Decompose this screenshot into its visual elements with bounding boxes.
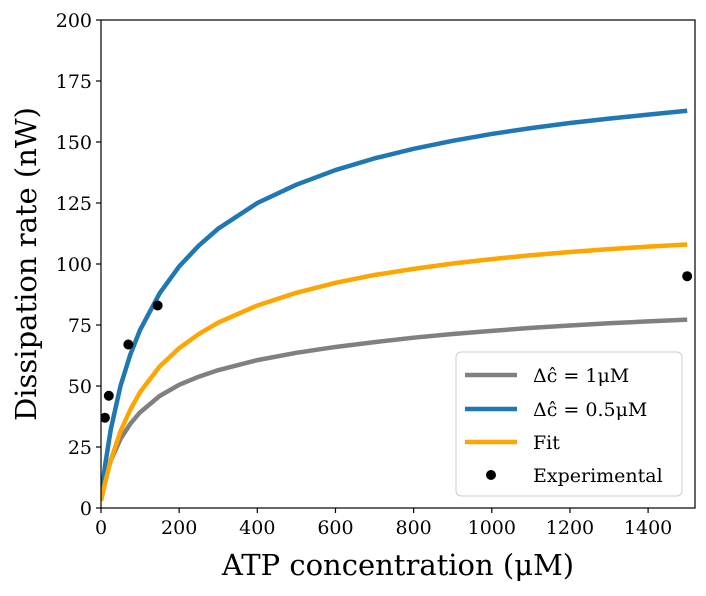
y-tick-label: 75 [68,315,92,337]
experimental-point [103,390,114,401]
y-tick-label: 175 [56,71,92,93]
legend-label-3: Experimental [533,465,663,487]
x-tick-label: 200 [161,517,197,539]
x-tick-label: 600 [317,517,353,539]
experimental-point [123,339,134,350]
y-tick-label: 150 [56,132,92,154]
x-axis: 0 200 400 600 800 1000 1200 1400 [95,508,672,539]
x-tick-label: 800 [395,517,431,539]
series-layer [101,108,693,502]
x-tick-label: 1400 [624,517,672,539]
experimental-point [682,271,693,282]
legend-label-2: Fit [533,432,560,454]
series-line-1 [101,108,688,501]
legend-box [455,351,683,497]
x-tick-label: 1000 [468,517,516,539]
y-tick-label: 100 [56,254,92,276]
y-axis: 0 25 50 75 100 125 150 175 200 [56,10,101,520]
legend-label-1: Δĉ = 0.5μM [533,399,647,421]
x-tick-label: 1200 [546,517,594,539]
y-tick-label: 50 [68,376,92,398]
y-axis-label: Dissipation rate (nW) [9,107,43,421]
x-axis-label: ATP concentration (μM) [221,548,574,582]
legend-label-0: Δĉ = 1μM [533,365,629,387]
y-tick-label: 200 [56,10,92,32]
legend: Δĉ = 1μM Δĉ = 0.5μM Fit Experimental [455,351,683,497]
y-tick-label: 0 [80,498,92,520]
y-tick-label: 25 [68,437,92,459]
experimental-point [101,412,110,423]
y-tick-label: 125 [56,193,92,215]
x-tick-label: 400 [239,517,275,539]
series-line-2 [101,242,688,502]
experimental-point [152,300,163,311]
legend-swatch-3 [486,470,496,480]
x-tick-label: 0 [95,517,107,539]
series-line-0 [101,317,688,502]
